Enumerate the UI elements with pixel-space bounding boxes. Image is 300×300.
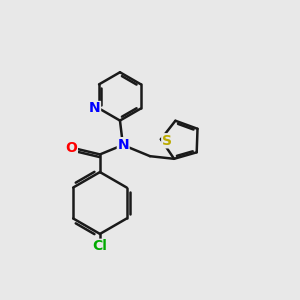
- Text: O: O: [65, 141, 77, 155]
- Text: S: S: [162, 134, 172, 148]
- Text: N: N: [89, 101, 100, 116]
- Text: N: N: [117, 138, 129, 152]
- Text: Cl: Cl: [92, 239, 107, 253]
